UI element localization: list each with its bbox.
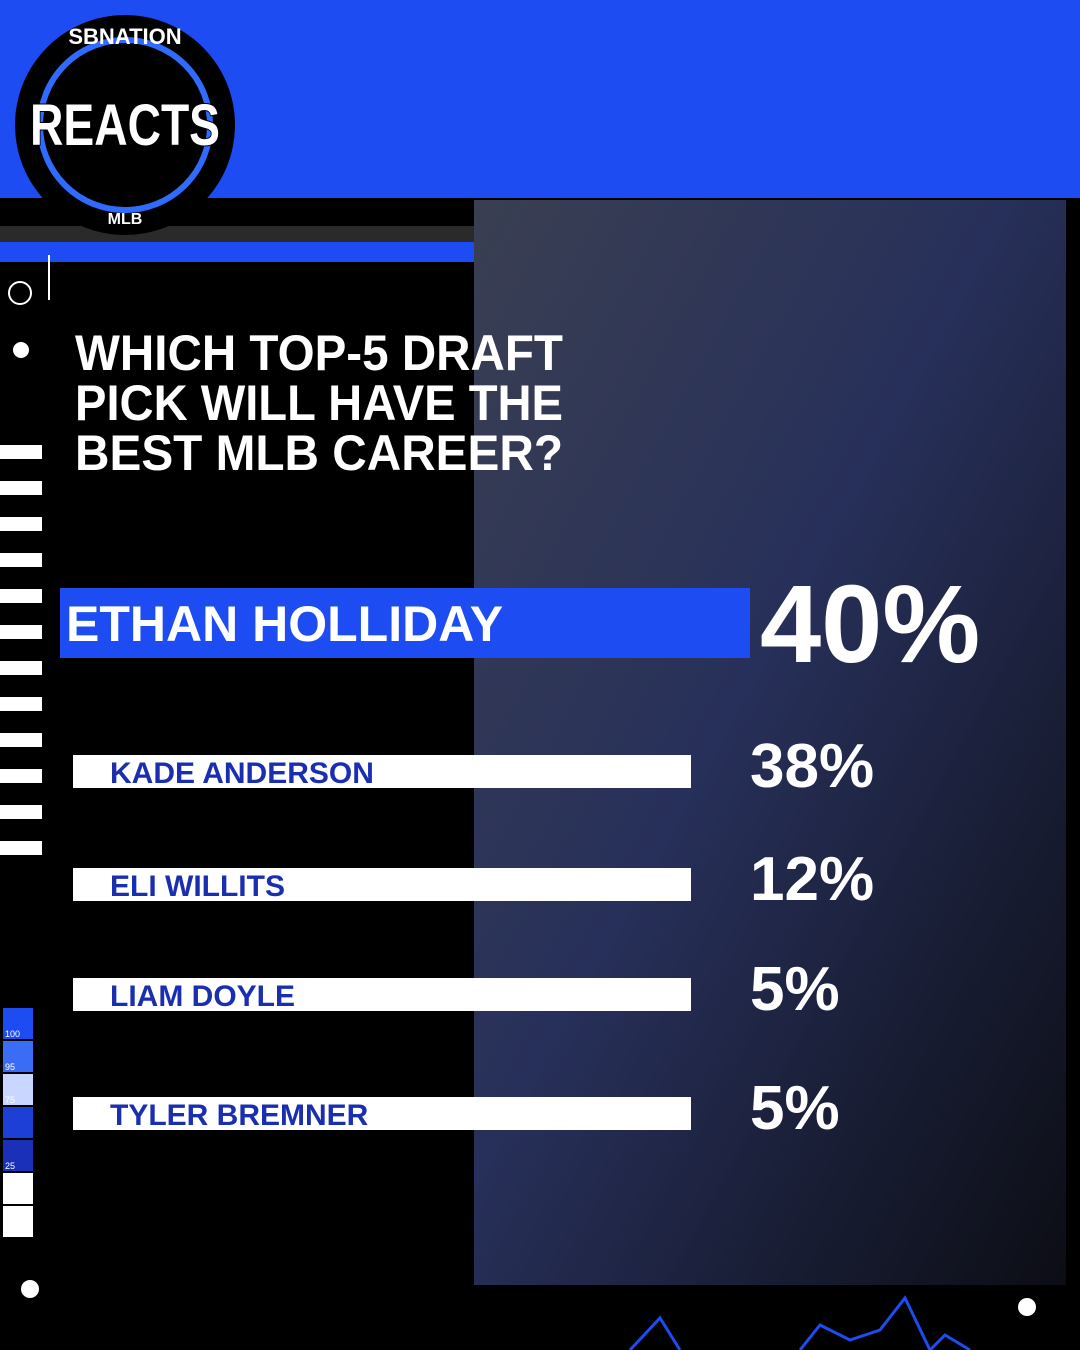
logo: SBNATION REACTS MLB: [15, 15, 235, 235]
scale-label: 95: [5, 1062, 15, 1072]
stripe: [0, 733, 42, 747]
option-bar: [73, 978, 691, 1011]
dot: [1018, 1298, 1036, 1316]
tick: [48, 255, 50, 300]
option-bar: [73, 1097, 691, 1130]
dot: [21, 1280, 39, 1298]
logo-ring: [37, 37, 213, 213]
scale-block: [3, 1107, 33, 1138]
option-bar: [73, 755, 691, 788]
crosshair: [8, 281, 32, 305]
stripe: [0, 445, 42, 459]
logo-circle: [15, 15, 235, 235]
footer-line: [628, 1295, 971, 1350]
scale-label: 100: [5, 1029, 20, 1039]
logo-main: REACTS: [30, 93, 220, 158]
stripe: [0, 805, 42, 819]
stripe: [0, 841, 42, 855]
scale-block: [3, 1041, 33, 1072]
side-decor: [8, 255, 1036, 1316]
stripe: [0, 517, 42, 531]
option-percent: 5%: [750, 955, 840, 1024]
winner-name: ETHAN HOLLIDAY: [66, 596, 503, 652]
option-name: LIAM DOYLE: [110, 980, 295, 1013]
option-name: ELI WILLITS: [110, 870, 285, 903]
scale-block: [3, 1140, 33, 1171]
logo-bottom: MLB: [108, 211, 143, 228]
logo-top: SBNATION: [68, 24, 181, 49]
side-scale: 100 95 75 25: [3, 1008, 33, 1237]
stripe: [0, 697, 42, 711]
stripe: [0, 553, 42, 567]
question-line: BEST MLB CAREER?: [75, 425, 563, 481]
stripe: [0, 625, 42, 639]
stripe: [0, 769, 42, 783]
stripe: [0, 589, 42, 603]
results: ETHAN HOLLIDAY 40% KADE ANDERSON 38% ELI WIL…: [60, 563, 980, 1143]
winner-bar: [60, 588, 750, 658]
scale-block: [3, 1074, 33, 1105]
question-line: WHICH TOP-5 DRAFT: [75, 325, 563, 381]
question-line: PICK WILL HAVE THE: [75, 375, 563, 431]
option-name: TYLER BREMNER: [110, 1099, 369, 1132]
option-bar: [73, 868, 691, 901]
option-percent: 5%: [750, 1074, 840, 1143]
option-name: KADE ANDERSON: [110, 757, 374, 790]
stripe-blue: [0, 242, 474, 262]
left-stripes: [0, 445, 42, 855]
option-percent: 38%: [750, 732, 874, 801]
scale-block: [3, 1008, 33, 1039]
scale-block: [3, 1206, 33, 1237]
scale-label: 75: [5, 1095, 15, 1105]
stripe: [0, 481, 42, 495]
stripe-gray: [0, 226, 474, 242]
dot: [13, 342, 29, 358]
winner-percent: 40%: [760, 563, 980, 686]
scale-label: 25: [5, 1161, 15, 1171]
option-percent: 12%: [750, 845, 874, 914]
scale-block: [3, 1173, 33, 1204]
stripe: [0, 661, 42, 675]
